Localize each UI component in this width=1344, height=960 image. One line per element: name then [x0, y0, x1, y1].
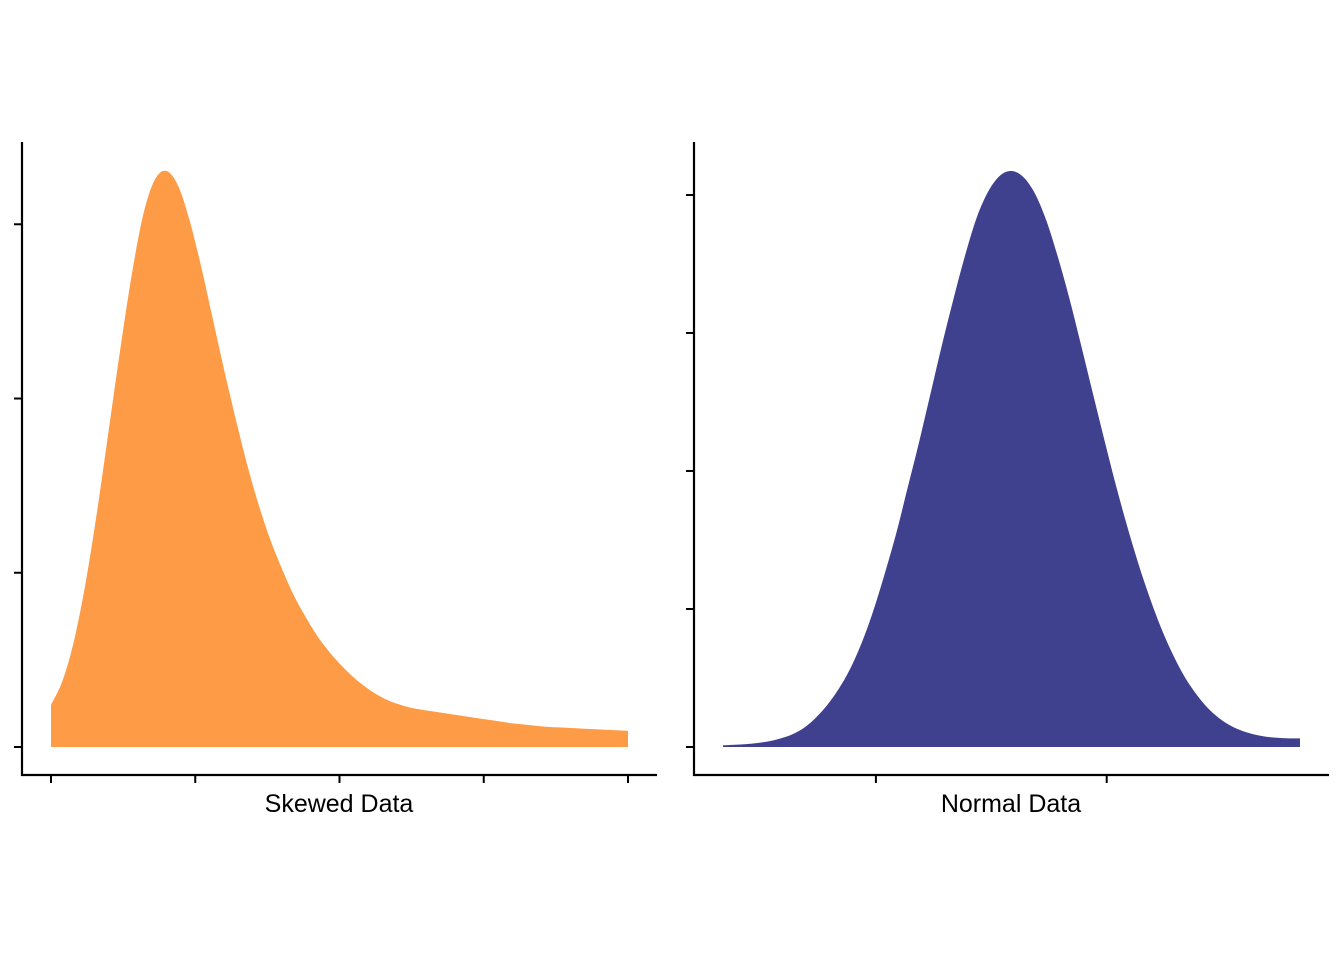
- normal-x-axis-label: Normal Data: [941, 790, 1081, 818]
- skewed-x-axis-label: Skewed Data: [265, 790, 414, 818]
- normal-panel: Normal Data: [686, 142, 1329, 818]
- normal-density-area: [723, 170, 1300, 747]
- normal-x-ticks: [874, 775, 1108, 783]
- normal-y-ticks: [686, 194, 694, 748]
- skewed-density-area: [51, 170, 628, 748]
- skewed-x-ticks: [50, 775, 629, 783]
- skewed-panel: Skewed Data: [14, 142, 657, 818]
- skewed-y-ticks: [14, 223, 22, 748]
